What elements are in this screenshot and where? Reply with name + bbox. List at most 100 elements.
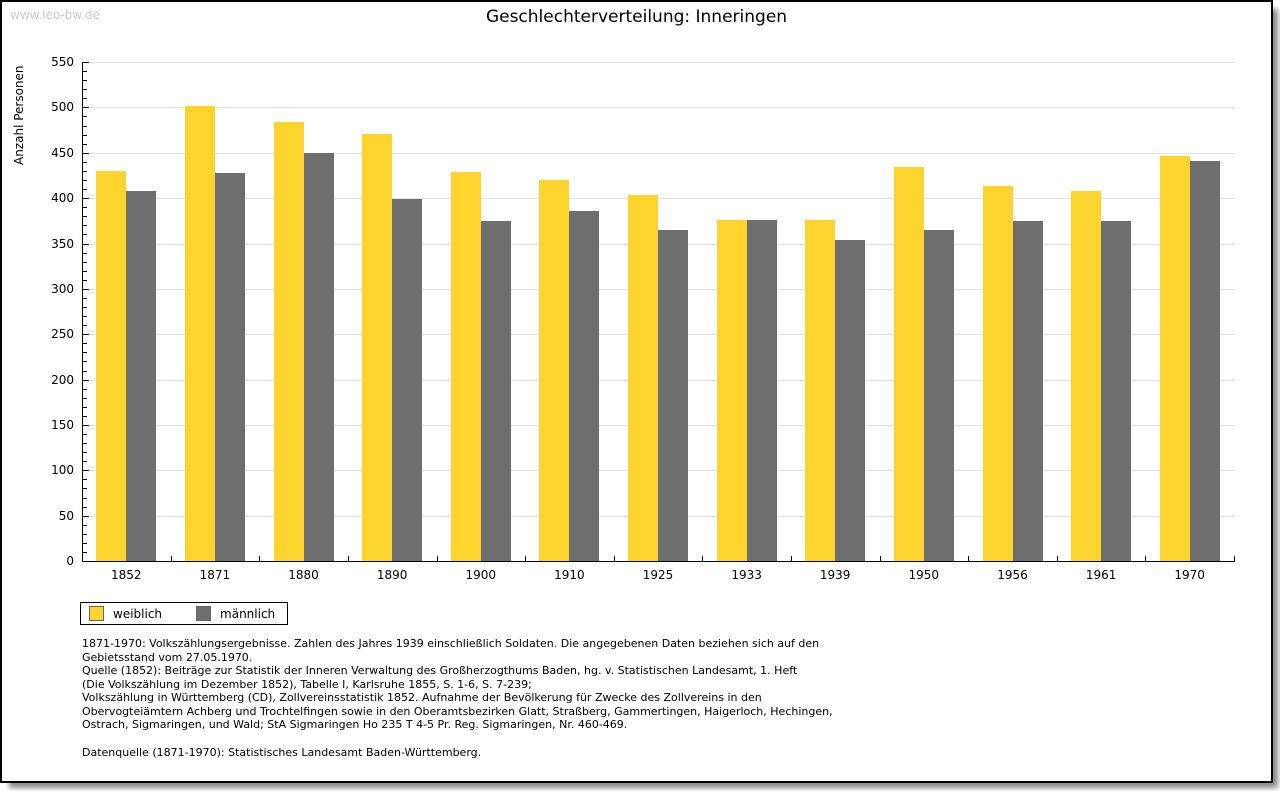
- bar-männlich-1880: [303, 152, 334, 561]
- y-tick-280: [83, 307, 87, 308]
- bar-männlich-1939: [835, 239, 866, 561]
- bar-weiblich-1900: [450, 171, 481, 561]
- x-label-1956: 1956: [997, 568, 1028, 582]
- y-tick-label-0: 0: [66, 554, 74, 568]
- y-tick-10: [83, 551, 87, 553]
- x-tick-9: [879, 556, 881, 561]
- bar-weiblich-1970: [1159, 156, 1190, 561]
- y-tick-label-550: 550: [51, 55, 74, 69]
- y-tick-90: [83, 479, 87, 481]
- y-tick-150: [83, 424, 89, 426]
- y-tick-420: [83, 179, 87, 181]
- x-tick-4: [436, 556, 438, 561]
- x-label-1961: 1961: [1085, 568, 1117, 582]
- x-tick-8: [790, 556, 792, 561]
- y-tick-30: [83, 533, 87, 535]
- y-tick-190: [83, 388, 87, 390]
- y-tick-label-100: 100: [51, 463, 74, 478]
- y-tick-340: [83, 252, 87, 254]
- y-tick-label-300: 300: [51, 281, 74, 296]
- y-tick-label-50: 50: [58, 508, 74, 523]
- bar-weiblich-1933: [716, 219, 747, 561]
- y-tick-60: [83, 506, 87, 508]
- x-tick-11: [1056, 556, 1058, 561]
- x-tick-10: [968, 556, 970, 561]
- y-tick-400: [83, 198, 89, 200]
- x-label-1925: 1925: [642, 568, 674, 582]
- y-tick-250: [83, 334, 89, 336]
- x-label-1871: 1871: [199, 568, 231, 582]
- y-tick-390: [83, 207, 87, 209]
- bar-weiblich-1961: [1071, 190, 1102, 561]
- y-tick-360: [83, 234, 87, 236]
- gridline-500: [83, 107, 1235, 109]
- y-tick-300: [83, 288, 89, 290]
- y-tick-260: [83, 325, 87, 327]
- y-tick-350: [83, 243, 89, 245]
- y-tick-170: [83, 406, 87, 408]
- bar-männlich-1961: [1101, 220, 1132, 561]
- x-tick-13: [1234, 556, 1235, 561]
- y-tick-550: [83, 62, 89, 63]
- y-tick-520: [83, 89, 87, 91]
- y-tick-label-200: 200: [51, 372, 74, 387]
- x-label-1890: 1890: [376, 568, 408, 582]
- chart-title: Geschlechterverteilung: Inneringen: [485, 7, 788, 27]
- legend-item-maennlich: männlich: [196, 606, 275, 621]
- chart-legend: weiblich männlich: [80, 602, 289, 625]
- y-tick-320: [83, 270, 87, 272]
- bar-männlich-1970: [1189, 160, 1220, 561]
- y-tick-120: [83, 452, 87, 454]
- x-label-1950: 1950: [908, 568, 940, 582]
- y-tick-480: [83, 125, 87, 127]
- bar-männlich-1890: [392, 199, 423, 561]
- y-tick-500: [83, 107, 89, 109]
- source-notes: 1871-1970: Volkszählungsergebnisse. Zahl…: [82, 637, 833, 731]
- y-tick-label-350: 350: [51, 236, 74, 251]
- y-tick-430: [83, 170, 87, 172]
- bar-weiblich-1925: [628, 194, 658, 561]
- x-tick-2: [259, 556, 261, 561]
- bar-weiblich-1890: [362, 133, 393, 561]
- y-tick-330: [83, 261, 87, 263]
- x-label-1910: 1910: [554, 568, 585, 582]
- x-label-1880: 1880: [288, 568, 319, 582]
- y-tick-180: [83, 397, 87, 399]
- y-tick-540: [83, 71, 87, 73]
- bar-weiblich-1950: [893, 167, 924, 561]
- y-tick-0: [83, 561, 89, 562]
- bar-männlich-1950: [923, 229, 954, 561]
- bar-männlich-1871: [214, 172, 245, 561]
- bar-weiblich-1880: [273, 121, 304, 561]
- y-tick-label-400: 400: [51, 191, 74, 206]
- y-tick-160: [83, 415, 87, 417]
- y-tick-510: [83, 98, 87, 100]
- x-tick-3: [347, 556, 349, 561]
- legend-swatch-weiblich: [89, 606, 104, 621]
- y-tick-130: [83, 443, 87, 445]
- bar-weiblich-1956: [982, 186, 1013, 561]
- y-axis-title: Anzahl Personen: [12, 65, 26, 165]
- y-tick-460: [83, 143, 87, 145]
- bar-weiblich-1852: [96, 170, 127, 561]
- y-tick-label-450: 450: [51, 145, 74, 160]
- y-tick-210: [83, 370, 87, 372]
- x-label-1970: 1970: [1174, 568, 1205, 582]
- x-tick-1: [170, 556, 172, 561]
- x-label-1939: 1939: [819, 568, 851, 582]
- y-tick-100: [83, 470, 89, 472]
- x-label-1852: 1852: [111, 568, 142, 582]
- x-tick-12: [1145, 556, 1147, 561]
- y-tick-440: [83, 161, 87, 163]
- x-tick-7: [702, 556, 704, 561]
- site-watermark: www.leo-bw.de: [10, 8, 100, 22]
- y-tick-370: [83, 225, 87, 227]
- y-tick-140: [83, 434, 87, 435]
- bar-männlich-1925: [658, 229, 688, 561]
- y-axis-line: [82, 62, 83, 562]
- legend-label-weiblich: weiblich: [113, 606, 163, 621]
- bar-weiblich-1910: [539, 179, 570, 561]
- y-tick-230: [83, 352, 87, 354]
- y-tick-410: [83, 189, 87, 190]
- gridline-550: [83, 62, 1235, 63]
